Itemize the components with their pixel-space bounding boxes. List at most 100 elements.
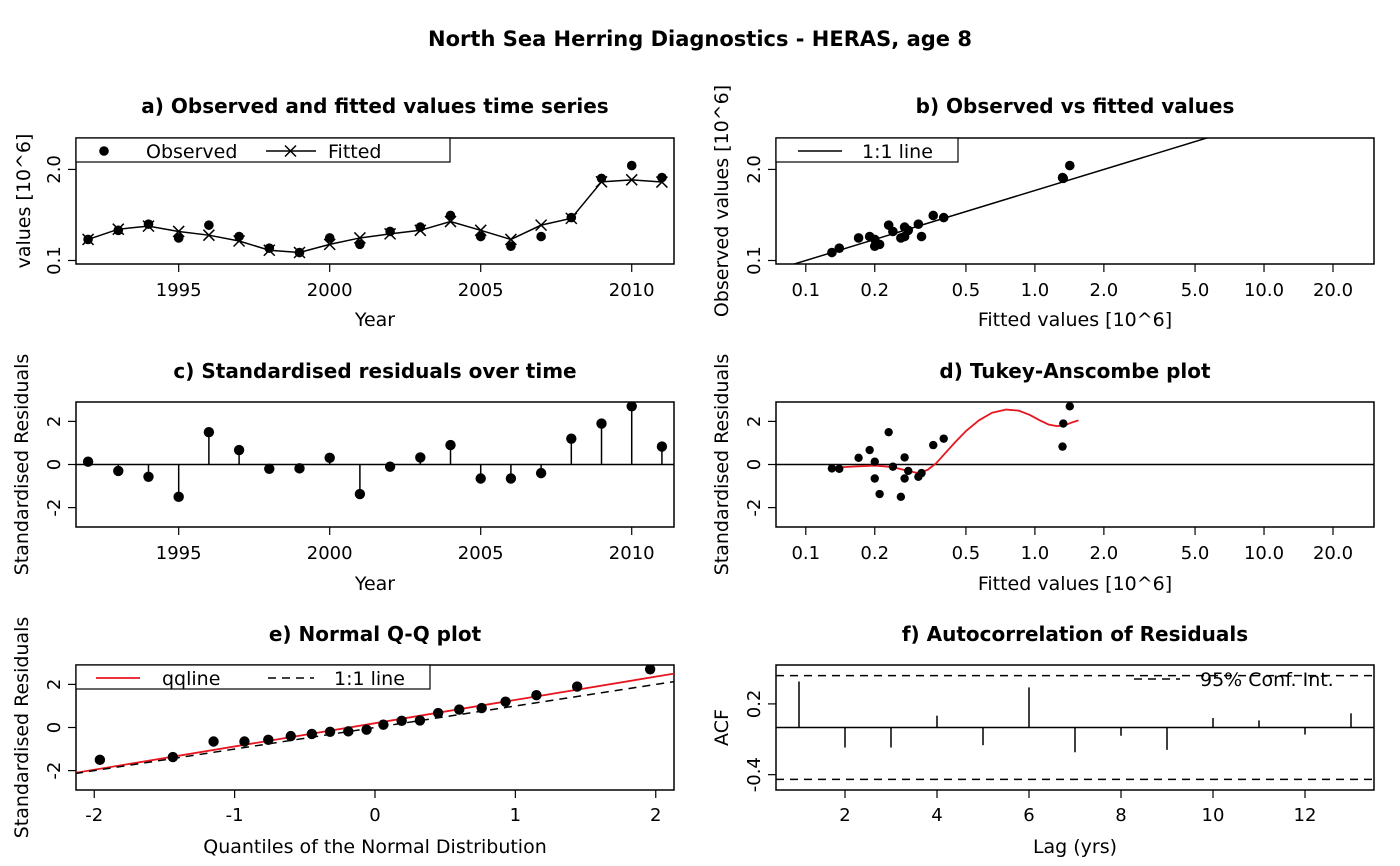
observed-point <box>324 233 335 243</box>
x-tick-label: 0.5 <box>952 280 981 301</box>
data-point <box>827 464 837 473</box>
data-point <box>917 468 926 478</box>
qq-point <box>324 726 336 738</box>
data-point <box>938 212 949 223</box>
data-point <box>939 434 948 443</box>
qq-point <box>432 707 444 719</box>
data-point <box>854 453 863 463</box>
legend-label: qqline <box>162 668 220 690</box>
observed-point <box>264 243 275 253</box>
figure-title: North Sea Herring Diagnostics - HERAS, a… <box>428 27 972 51</box>
data-point <box>884 427 893 437</box>
x-tick-label: 2.0 <box>1090 280 1119 301</box>
y-tick-label: 2 <box>44 416 65 427</box>
x-tick-label: 20.0 <box>1313 543 1353 564</box>
y-tick-label: 0.1 <box>44 246 65 275</box>
observed-point <box>626 160 637 171</box>
panel-title: f) Autocorrelation of Residuals <box>902 622 1248 646</box>
fitted-marker <box>535 219 548 232</box>
data-point <box>864 231 875 242</box>
observed-point <box>385 226 395 237</box>
identity-line <box>76 680 674 775</box>
data-point <box>1058 442 1067 451</box>
qq-point <box>396 715 407 727</box>
y-tick-label: -2 <box>44 762 65 780</box>
x-tick-label: 2000 <box>307 543 353 564</box>
y-tick-label: 2 <box>744 416 765 427</box>
legend-label: 1:1 line <box>334 668 405 690</box>
legend-observed-marker <box>99 146 109 156</box>
observed-point <box>596 173 607 184</box>
panel-a: a) Observed and fitted values time serie… <box>13 94 675 331</box>
plot-area <box>776 402 1374 502</box>
data-point <box>1057 172 1068 183</box>
legend-box <box>75 137 451 163</box>
qq-point <box>476 702 487 714</box>
residual-point <box>475 473 486 484</box>
observed-point <box>83 234 93 245</box>
x-tick-label: 1.0 <box>1021 543 1050 564</box>
data-point <box>888 462 898 471</box>
x-tick-label: 0.1 <box>791 280 820 301</box>
x-axis-label: Fitted values [10^6] <box>978 573 1172 595</box>
panel-title: e) Normal Q-Q plot <box>269 622 482 646</box>
x-tick-label: 2005 <box>458 543 504 564</box>
y-tick-label: 2.0 <box>44 155 65 184</box>
plot-area <box>776 674 1374 781</box>
qq-point <box>531 689 542 701</box>
y-axis-label: values [10^6] <box>13 134 35 269</box>
x-axis-label: Lag (yrs) <box>1033 836 1117 858</box>
data-point <box>900 474 909 483</box>
qq-point <box>571 681 583 692</box>
residual-point <box>656 441 668 452</box>
x-tick-label: 0.5 <box>952 543 981 564</box>
qq-point <box>167 751 179 763</box>
residual-point <box>82 456 94 467</box>
data-point <box>904 466 913 476</box>
legend-label: Fitted <box>328 141 381 163</box>
x-tick-label: -1 <box>226 805 244 826</box>
x-tick-label: 2000 <box>307 280 353 301</box>
qq-point <box>306 728 318 740</box>
plot-area <box>76 665 674 775</box>
legend: qqline 1:1 line <box>75 664 431 690</box>
panel-title: a) Observed and fitted values time serie… <box>141 94 608 118</box>
y-tick-label: -2 <box>44 499 65 517</box>
plot-area <box>82 160 668 259</box>
observed-point <box>445 210 456 221</box>
observed-point <box>143 219 154 230</box>
x-tick-label: 0.2 <box>860 543 889 564</box>
plot-frame <box>775 137 1375 265</box>
legend-label: 95% Conf. Int. <box>1200 669 1334 691</box>
x-tick-label: 10.0 <box>1244 280 1284 301</box>
data-point <box>1059 419 1068 428</box>
data-point <box>827 247 837 258</box>
x-tick-label: 0.2 <box>860 280 889 301</box>
residual-point <box>173 491 184 503</box>
data-point <box>899 231 910 242</box>
legend-label: 1:1 line <box>862 141 933 163</box>
residual-point <box>324 452 335 464</box>
y-axis-label: Standardised Residuals <box>711 354 733 576</box>
qq-point <box>263 734 274 745</box>
data-point <box>869 241 880 252</box>
legend-fitted-marker <box>284 144 297 158</box>
panel-c: c) Standardised residuals over time 1995 2… <box>11 354 675 595</box>
residual-point <box>354 488 366 500</box>
y-tick-label: 0.2 <box>744 690 765 719</box>
observed-point <box>657 172 667 183</box>
x-tick-label: 5.0 <box>1181 280 1210 301</box>
observed-point <box>506 241 516 252</box>
panel-f: f) Autocorrelation of Residuals 2 4 6 8 10 12 -… <box>711 622 1375 858</box>
legend: 1:1 line <box>775 137 959 163</box>
data-point <box>865 445 874 455</box>
residual-point <box>143 471 154 482</box>
y-tick-label: -0.4 <box>744 757 765 792</box>
legend: Observed Fitted <box>75 137 451 163</box>
x-tick-label: 1995 <box>156 543 202 564</box>
plot-area <box>76 402 674 503</box>
x-tick-label: 2 <box>650 805 661 826</box>
observed-point <box>234 231 244 242</box>
residual-point <box>445 439 456 451</box>
